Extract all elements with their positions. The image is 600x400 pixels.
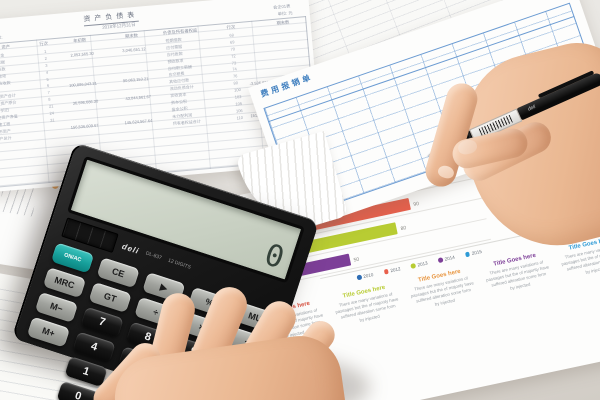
key-on-ac[interactable]: ON/AC (50, 242, 95, 274)
col-header-begin: 年初数 (73, 37, 87, 44)
legend-label: 2010 (362, 271, 374, 280)
calculator-digits-label: 12 DIGITS (167, 257, 192, 271)
legend-dot (383, 269, 389, 275)
bar-value-label: 80 (400, 225, 407, 233)
key-7[interactable]: 7 (80, 306, 124, 338)
key-mminus[interactable]: M− (34, 291, 79, 323)
key-4[interactable]: 4 (72, 331, 116, 363)
bar-value-label: 90 (412, 200, 420, 208)
calculator-brand: deli (120, 241, 141, 256)
legend-label: 2012 (389, 266, 401, 274)
legend-label: 2015 (471, 248, 483, 256)
bar-value-label: 50 (353, 256, 360, 264)
legend-dot (356, 274, 362, 281)
legend-item: 2010 (356, 271, 374, 281)
col-header-lineno: 行次 (39, 40, 49, 47)
key-ce[interactable]: CE (96, 257, 140, 289)
legend-dot (437, 257, 444, 263)
key-mrc[interactable]: MRC (42, 267, 87, 299)
prepared-by-label: 编制单位: (0, 34, 3, 42)
col-header-asset: 资产 (1, 43, 11, 50)
legend-item: 2012 (383, 266, 401, 275)
legend-dot (465, 251, 471, 258)
key-1[interactable]: 1 (64, 356, 108, 388)
legend-item: 2015 (465, 248, 483, 258)
col-header-lineno2: 行次 (226, 24, 236, 30)
pen-brand: deli (526, 103, 537, 113)
legend-label: 2014 (444, 254, 456, 262)
key-gt[interactable]: GT (88, 281, 132, 314)
legend-label: 2013 (417, 260, 429, 268)
text-column: Title Goes here There are many variation… (480, 250, 555, 297)
col-header-end: 期末数 (124, 32, 139, 39)
col-header-end2: 期末数 (276, 19, 290, 26)
legend-dot (410, 263, 417, 269)
calculator-model: DL-837 (144, 250, 163, 262)
text-column: Title Goes here There are many variation… (405, 266, 480, 313)
text-column: Title Goes here There are many variation… (329, 282, 404, 329)
legend-item: 2013 (410, 260, 429, 269)
key-mplus[interactable]: M+ (26, 316, 71, 348)
legend-item: 2014 (437, 254, 456, 263)
